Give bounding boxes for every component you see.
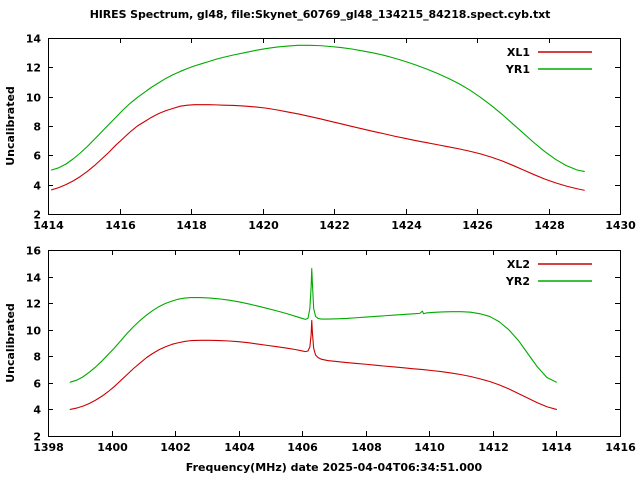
x-tick-label: 1406 <box>287 441 318 454</box>
x-tick-label: 1426 <box>462 219 493 232</box>
bottom-plot-panel: 1398 1400 1402 1404 1406 1408 1410 1412 1414 1416… <box>4 245 636 475</box>
y-tick-label: 8 <box>33 351 41 364</box>
page-title: HIRES Spectrum, gl48, file:Skynet_60769_… <box>89 8 551 21</box>
legend-label-yr1: YR1 <box>505 63 530 76</box>
y-tick-label: 10 <box>26 92 42 105</box>
x-tick-label: 1418 <box>176 219 207 232</box>
x-tick-label: 1420 <box>248 219 279 232</box>
x-tick-label: 1416 <box>605 441 636 454</box>
legend-label-xl2: XL2 <box>507 258 530 271</box>
series-line-xl2 <box>69 319 557 410</box>
y-tick-label: 4 <box>33 180 41 193</box>
x-tick-label: 1430 <box>605 219 636 232</box>
y-tick-label: 2 <box>33 431 41 444</box>
y-tick-label: 14 <box>26 33 42 46</box>
y-tick-label: 6 <box>33 378 41 391</box>
y-tick-label: 4 <box>33 404 41 417</box>
y-tick-label: 10 <box>26 325 42 338</box>
legend-label-xl1: XL1 <box>507 46 530 59</box>
series-line-yr1 <box>51 44 585 173</box>
y-tick-label: 14 <box>26 272 42 285</box>
x-tick-label: 1422 <box>319 219 350 232</box>
x-tick-label: 1402 <box>160 441 191 454</box>
y-tick-label: 16 <box>26 245 42 258</box>
x-tick-label: 1424 <box>391 219 422 232</box>
plot-frame <box>48 250 621 437</box>
x-tick-label: 1414 <box>33 219 64 232</box>
y-tick-label: 12 <box>26 298 41 311</box>
plot-frame <box>48 38 621 215</box>
x-tick-label: 1400 <box>97 441 128 454</box>
y-axis-title: Uncalibrated <box>4 303 17 383</box>
y-axis-title: Uncalibrated <box>4 86 17 166</box>
x-tick-label: 1404 <box>224 441 255 454</box>
legend-label-yr2: YR2 <box>505 275 530 288</box>
series-line-xl1 <box>51 104 585 191</box>
y-tick-label: 12 <box>26 62 41 75</box>
y-tick-label: 6 <box>33 150 41 163</box>
x-tick-label: 1410 <box>414 441 445 454</box>
series-line-yr2 <box>69 268 557 383</box>
x-axis-title: Frequency(MHz) date 2025-04-04T06:34:51.… <box>186 461 483 474</box>
x-tick-label: 1414 <box>541 441 572 454</box>
x-tick-label: 1416 <box>105 219 136 232</box>
x-tick-label: 1398 <box>33 441 64 454</box>
x-tick-label: 1428 <box>534 219 565 232</box>
y-tick-label: 2 <box>33 209 41 222</box>
y-tick-label: 8 <box>33 121 41 134</box>
x-tick-label: 1412 <box>478 441 509 454</box>
x-tick-label: 1408 <box>351 441 382 454</box>
top-plot-panel: 1414 1416 1418 1420 1422 1424 1426 1428 1430 2 4 6 8… <box>4 33 636 233</box>
